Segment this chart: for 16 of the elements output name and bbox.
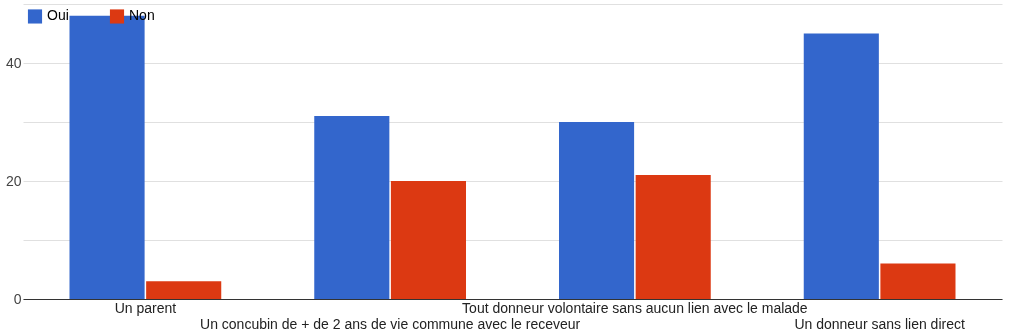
bar bbox=[146, 281, 222, 299]
legend-label: Non bbox=[129, 7, 155, 24]
x-tick-label: Un donneur sans lien direct bbox=[794, 315, 965, 332]
y-tick-label: 0 bbox=[13, 290, 22, 307]
bar bbox=[390, 181, 466, 299]
y-tick-label: 40 bbox=[5, 54, 22, 71]
x-tick-label: Un parent bbox=[114, 299, 177, 316]
legend-label: Oui bbox=[47, 7, 69, 24]
y-tick-label: 20 bbox=[5, 172, 22, 189]
bar bbox=[880, 263, 956, 299]
bar bbox=[559, 122, 635, 299]
bar bbox=[314, 116, 390, 299]
bar bbox=[803, 33, 879, 299]
x-tick-label: Un concubin de + de 2 ans de vie commune avec le receveur bbox=[200, 315, 581, 332]
bar bbox=[635, 175, 711, 299]
x-tick-label: Tout donneur volontaire sans aucun lien avec le malade bbox=[462, 299, 808, 316]
